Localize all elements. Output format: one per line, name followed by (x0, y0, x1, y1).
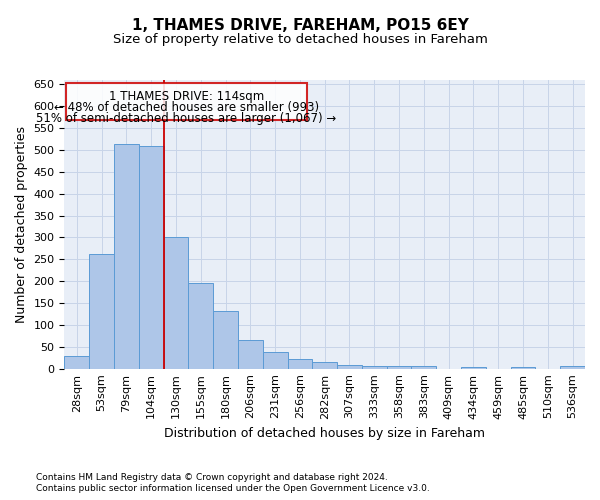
Text: 1 THAMES DRIVE: 114sqm: 1 THAMES DRIVE: 114sqm (109, 90, 264, 102)
Y-axis label: Number of detached properties: Number of detached properties (15, 126, 28, 323)
Bar (89, 254, 114, 368)
Text: Contains public sector information licensed under the Open Government Licence v3: Contains public sector information licen… (36, 484, 430, 493)
Bar (337, 364, 362, 368)
Bar (386, 366, 412, 368)
Text: 51% of semi-detached houses are larger (1,067) →: 51% of semi-detached houses are larger (… (37, 112, 337, 126)
Bar (560, 366, 585, 368)
Bar (188, 283, 213, 368)
Bar (65, 84, 307, 120)
Bar (362, 366, 386, 368)
Text: ← 48% of detached houses are smaller (993): ← 48% of detached houses are smaller (99… (54, 101, 319, 114)
Bar (64, 356, 89, 368)
Text: Contains HM Land Registry data © Crown copyright and database right 2024.: Contains HM Land Registry data © Crown c… (36, 472, 388, 482)
Text: 1, THAMES DRIVE, FAREHAM, PO15 6EY: 1, THAMES DRIVE, FAREHAM, PO15 6EY (131, 18, 469, 32)
Bar (213, 311, 238, 368)
Text: Size of property relative to detached houses in Fareham: Size of property relative to detached ho… (113, 32, 487, 46)
Bar (238, 340, 263, 368)
X-axis label: Distribution of detached houses by size in Fareham: Distribution of detached houses by size … (164, 427, 485, 440)
Bar (114, 144, 139, 368)
Bar (313, 362, 337, 368)
Bar (139, 146, 164, 368)
Bar (164, 236, 188, 368)
Bar (287, 359, 313, 368)
Bar (461, 367, 486, 368)
Bar (263, 352, 287, 368)
Bar (412, 366, 436, 368)
Bar (511, 367, 535, 368)
